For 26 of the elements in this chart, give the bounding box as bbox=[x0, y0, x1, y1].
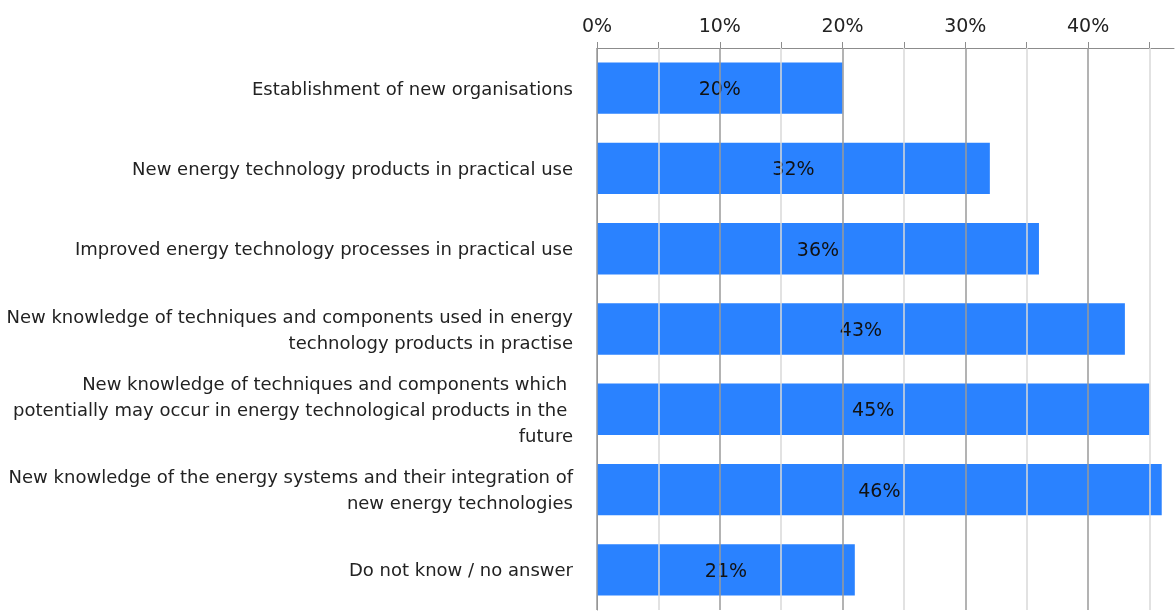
y-tick-label: Establishment of new organisations bbox=[251, 77, 573, 99]
data-label: 20% bbox=[698, 77, 741, 100]
data-label: 36% bbox=[796, 237, 840, 260]
data-label: 32% bbox=[772, 157, 815, 180]
y-tick-label: New knowledge of the energy systems and their integration of new energy technologies bbox=[8, 466, 574, 514]
x-tick-label: 20% bbox=[821, 13, 864, 36]
bar bbox=[597, 303, 1125, 355]
bar bbox=[597, 383, 1150, 435]
bar bbox=[597, 142, 990, 195]
data-label: 21% bbox=[704, 558, 748, 581]
bar bbox=[597, 62, 843, 114]
y-tick-label: New knowledge of techniques and components used in energy technology products in practise bbox=[6, 305, 574, 353]
data-label: 45% bbox=[852, 398, 895, 421]
y-tick-label: New knowledge of techniques and components which potentially may occur in energy technological products in the future bbox=[13, 372, 573, 446]
y-tick-label: New energy technology products in practical use bbox=[132, 157, 573, 179]
x-tick-label: 40% bbox=[1066, 13, 1110, 36]
bar bbox=[597, 463, 1162, 516]
bar bbox=[597, 223, 1039, 275]
x-tick-label: 0% bbox=[581, 13, 613, 36]
y-tick-label: Improved energy technology processes in practical use bbox=[74, 238, 573, 260]
data-label: 46% bbox=[858, 478, 901, 501]
data-label: 43% bbox=[839, 318, 883, 340]
x-tick-label: 30% bbox=[944, 13, 987, 36]
bar bbox=[597, 544, 855, 596]
x-tick-label: 10% bbox=[698, 13, 741, 36]
y-tick-label: Do not know / no answer bbox=[348, 559, 574, 581]
